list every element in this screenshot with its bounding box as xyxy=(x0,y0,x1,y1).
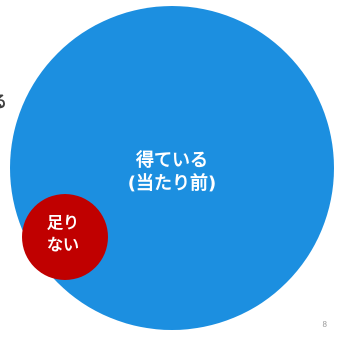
small-circle-label-line1: 足り xyxy=(46,213,80,232)
large-circle-label-line1: 得ている xyxy=(135,150,208,171)
small-circle xyxy=(22,194,108,280)
page-number: 8 xyxy=(322,320,327,329)
large-circle-label: 得ている (当たり前) xyxy=(128,149,216,195)
small-circle-label: 足り ない xyxy=(47,212,79,256)
large-circle-label-line2: (当たり前) xyxy=(127,173,217,194)
cut-off-text: る xyxy=(0,94,7,110)
small-circle-label-line2: ない xyxy=(46,235,80,254)
